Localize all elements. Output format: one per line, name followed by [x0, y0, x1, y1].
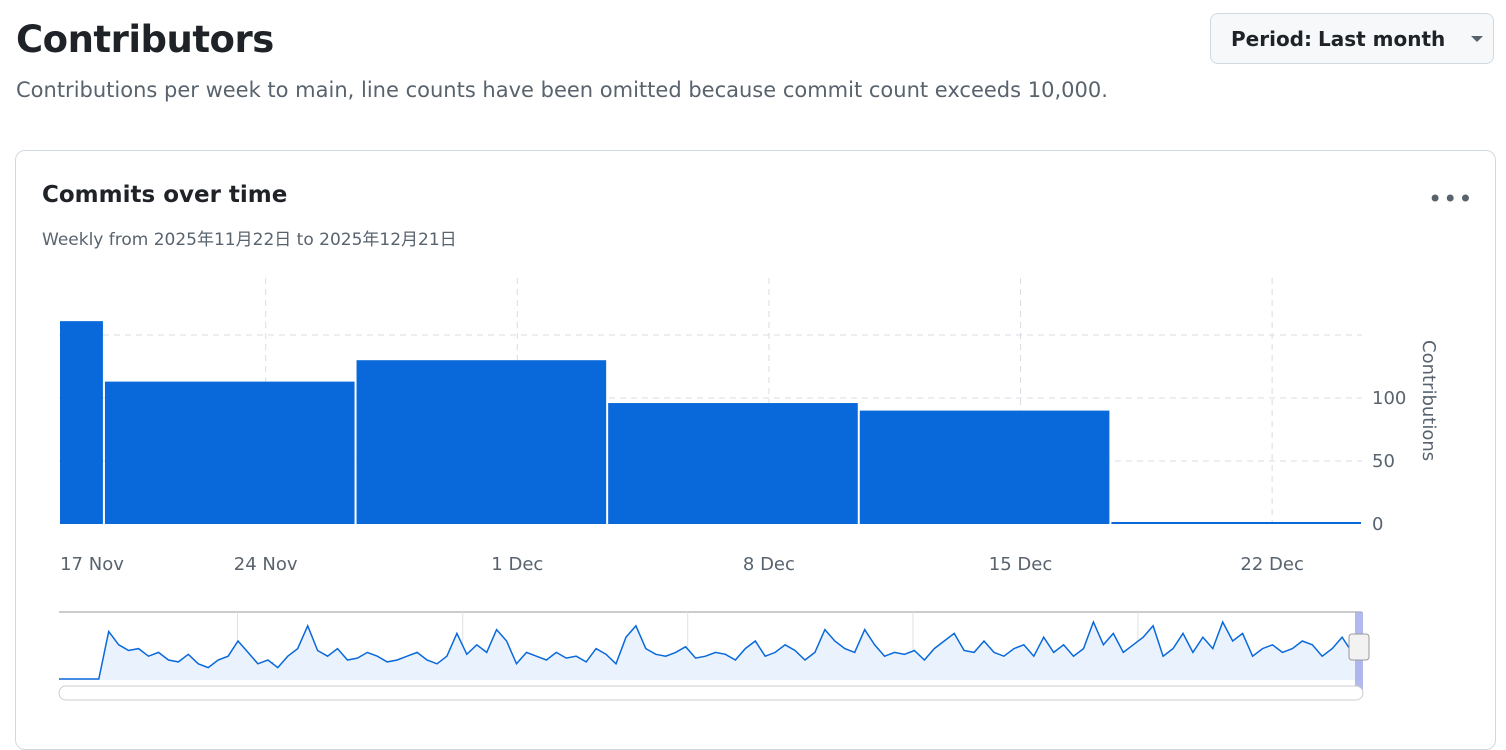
bar — [356, 360, 607, 524]
navigator-area — [59, 622, 1362, 680]
y-tick-label: 50 — [1372, 451, 1395, 472]
chart-subtitle: Weekly from 2025年11月22日 to 2025年12月21日 — [42, 230, 457, 250]
navigator-line — [59, 620, 1363, 680]
bar — [60, 321, 103, 524]
y-tick-label: 100 — [1372, 388, 1406, 409]
chevron-down-icon — [1471, 35, 1484, 42]
navigator-scrollbar[interactable] — [58, 685, 1364, 701]
period-dropdown[interactable]: Period: Last month — [1210, 13, 1494, 64]
y-axis-label: Contributions — [1418, 340, 1439, 461]
x-tick-label: 17 Nov — [60, 554, 124, 575]
x-tick-label: 8 Dec — [743, 554, 795, 575]
bar — [104, 381, 355, 524]
x-tick-label: 24 Nov — [234, 554, 298, 575]
bar — [608, 403, 858, 524]
period-value: Last month — [1318, 26, 1446, 51]
bar — [1111, 522, 1361, 524]
y-tick-label: 0 — [1372, 514, 1383, 535]
page-description: Contributions per week to main, line cou… — [16, 78, 1108, 102]
page-title: Contributors — [16, 18, 274, 61]
x-tick-label: 15 Dec — [989, 554, 1052, 575]
x-tick-label: 22 Dec — [1240, 554, 1303, 575]
period-label: Period: — [1231, 26, 1312, 51]
commits-chart: Contributions 17 Nov 24 Nov 1 Dec 8 Dec 15 D… — [58, 278, 1439, 701]
chart-title: Commits over time — [42, 182, 288, 208]
x-tick-label: 1 Dec — [491, 554, 543, 575]
navigator-handle[interactable] — [1348, 633, 1370, 661]
kebab-horizontal-icon[interactable]: ••• — [1428, 185, 1474, 213]
bar — [859, 410, 1110, 524]
